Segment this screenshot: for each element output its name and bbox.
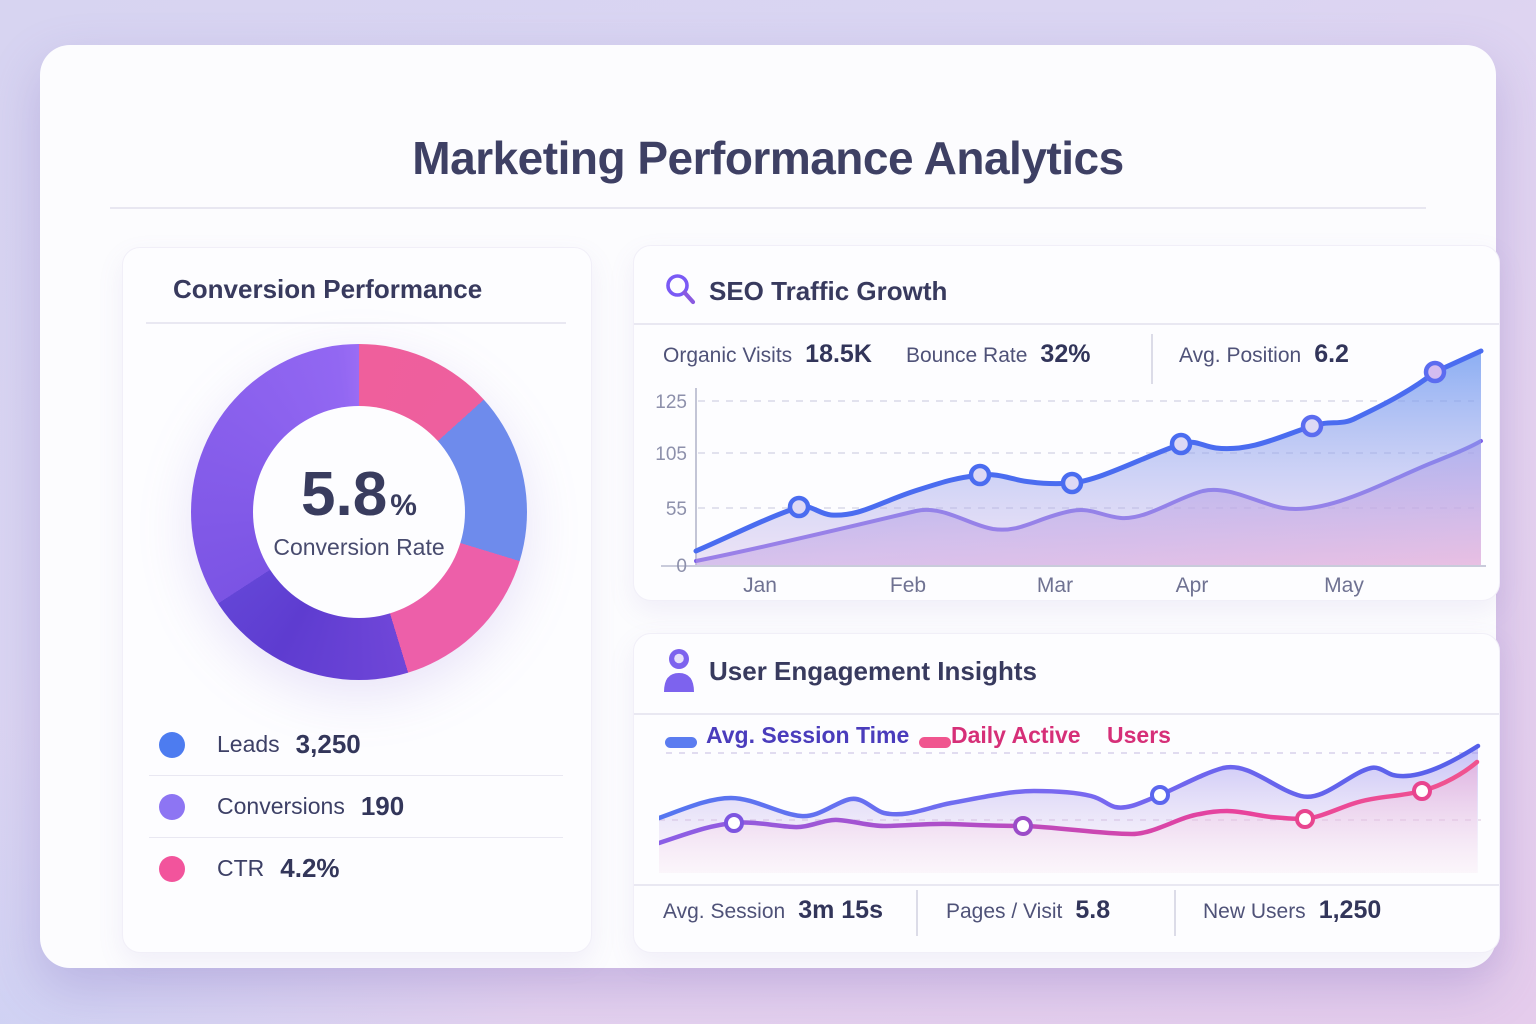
engagement-header-divider — [634, 713, 1499, 715]
conversions-value: 190 — [360, 791, 405, 821]
seo-header-divider — [634, 323, 1499, 325]
seo-primary-area — [696, 351, 1481, 565]
avg-session-stat: Avg. Session 3m 15s — [663, 896, 883, 925]
engagement-vertical-divider-2 — [1174, 890, 1176, 936]
y-tick-125: 125 — [655, 392, 687, 413]
avg-position-stat: Avg. Position 6.2 — [1179, 340, 1349, 369]
month-jan: Jan — [743, 574, 777, 597]
conversion-performance-card: Conversion Performance 5.8 % Conversion … — [122, 247, 592, 953]
seo-data-points — [787, 360, 1447, 519]
page-title: Marketing Performance Analytics — [412, 132, 1124, 184]
ctr-dot-icon — [159, 855, 185, 882]
engagement-vertical-divider-1 — [916, 890, 918, 936]
legend-row-ctr: CTR 4.2% — [149, 837, 563, 899]
legend-row-conversions: Conversions 190 — [149, 775, 563, 837]
y-tick-0: 0 — [676, 556, 687, 577]
session-time-line — [659, 743, 1481, 821]
y-tick-105: 105 — [655, 444, 687, 465]
avg-session-value: 3m 15s — [798, 896, 883, 924]
avg-position-label: Avg. Position — [1179, 344, 1302, 367]
engagement-stats-divider — [634, 884, 1499, 886]
ctr-value: 4.2% — [280, 853, 340, 883]
bounce-rate-label: Bounce Rate — [906, 344, 1028, 367]
user-engagement-card: User Engagement Insights Avg. Session Ti… — [633, 633, 1500, 953]
avg-position-value: 6.2 — [1314, 340, 1349, 368]
organic-visits-label: Organic Visits — [663, 344, 793, 367]
engagement-line-chart — [659, 743, 1481, 873]
conversion-rate-value: 5.8 % — [301, 459, 417, 529]
pages-per-visit-label: Pages / Visit — [946, 900, 1063, 923]
conversion-rate-number: 5.8 — [301, 459, 388, 529]
new-users-value: 1,250 — [1318, 896, 1382, 924]
leads-dot-icon — [159, 731, 185, 758]
legend-row-leads: Leads 3,250 — [149, 714, 563, 775]
daily-active-area — [659, 762, 1477, 873]
bounce-rate-value: 32% — [1040, 340, 1091, 368]
seo-card-title: SEO Traffic Growth — [709, 276, 948, 306]
conversion-header-divider — [146, 322, 566, 324]
conversion-legend: Leads 3,250 Conversions 190 CTR 4.2% — [149, 714, 563, 899]
conversion-donut-chart: 5.8 % Conversion Rate — [191, 344, 527, 680]
seo-traffic-card: SEO Traffic Growth Organic Visits 18.5K … — [633, 245, 1500, 601]
user-icon — [664, 649, 694, 692]
conversion-rate-percent-sign: % — [390, 488, 417, 522]
y-tick-55: 55 — [666, 499, 687, 520]
session-time-legend-label: Avg. Session Time — [706, 722, 910, 748]
daily-active-legend-label: Daily Active — [951, 722, 1081, 748]
month-mar: Mar — [1037, 574, 1073, 597]
session-time-pill-icon — [665, 737, 697, 748]
new-users-label: New Users — [1203, 900, 1306, 923]
seo-area-chart: 125 105 55 0 — [655, 348, 1486, 597]
organic-visits-value: 18.5K — [805, 340, 872, 368]
month-feb: Feb — [890, 574, 926, 597]
daily-active-legend-label-2: Users — [1107, 722, 1171, 748]
conversions-dot-icon — [159, 793, 185, 820]
leads-label: Leads — [217, 731, 280, 757]
pages-per-visit-stat: Pages / Visit 5.8 — [946, 896, 1110, 925]
engagement-data-points — [724, 781, 1432, 836]
daily-active-line — [659, 759, 1480, 846]
month-may: May — [1324, 574, 1364, 597]
title-divider — [110, 207, 1426, 209]
dashboard-card: Marketing Performance Analytics Conversi… — [40, 45, 1500, 968]
new-users-stat: New Users 1,250 — [1203, 896, 1381, 925]
organic-visits-stat: Organic Visits 18.5K — [663, 340, 872, 369]
conversion-card-title: Conversion Performance — [173, 274, 483, 304]
seo-stats-divider — [1151, 334, 1153, 384]
leads-value: 3,250 — [295, 729, 361, 759]
donut-hole: 5.8 % Conversion Rate — [253, 406, 465, 618]
pages-per-visit-value: 5.8 — [1075, 896, 1111, 924]
month-apr: Apr — [1176, 574, 1209, 597]
ctr-label: CTR — [217, 855, 265, 881]
search-icon — [666, 274, 696, 305]
conversions-label: Conversions — [217, 793, 345, 819]
conversion-rate-label: Conversion Rate — [273, 533, 445, 560]
engagement-card-title: User Engagement Insights — [709, 656, 1037, 686]
avg-session-label: Avg. Session — [663, 900, 786, 923]
bounce-rate-stat: Bounce Rate 32% — [906, 340, 1090, 369]
daily-active-pill-icon — [919, 737, 951, 748]
